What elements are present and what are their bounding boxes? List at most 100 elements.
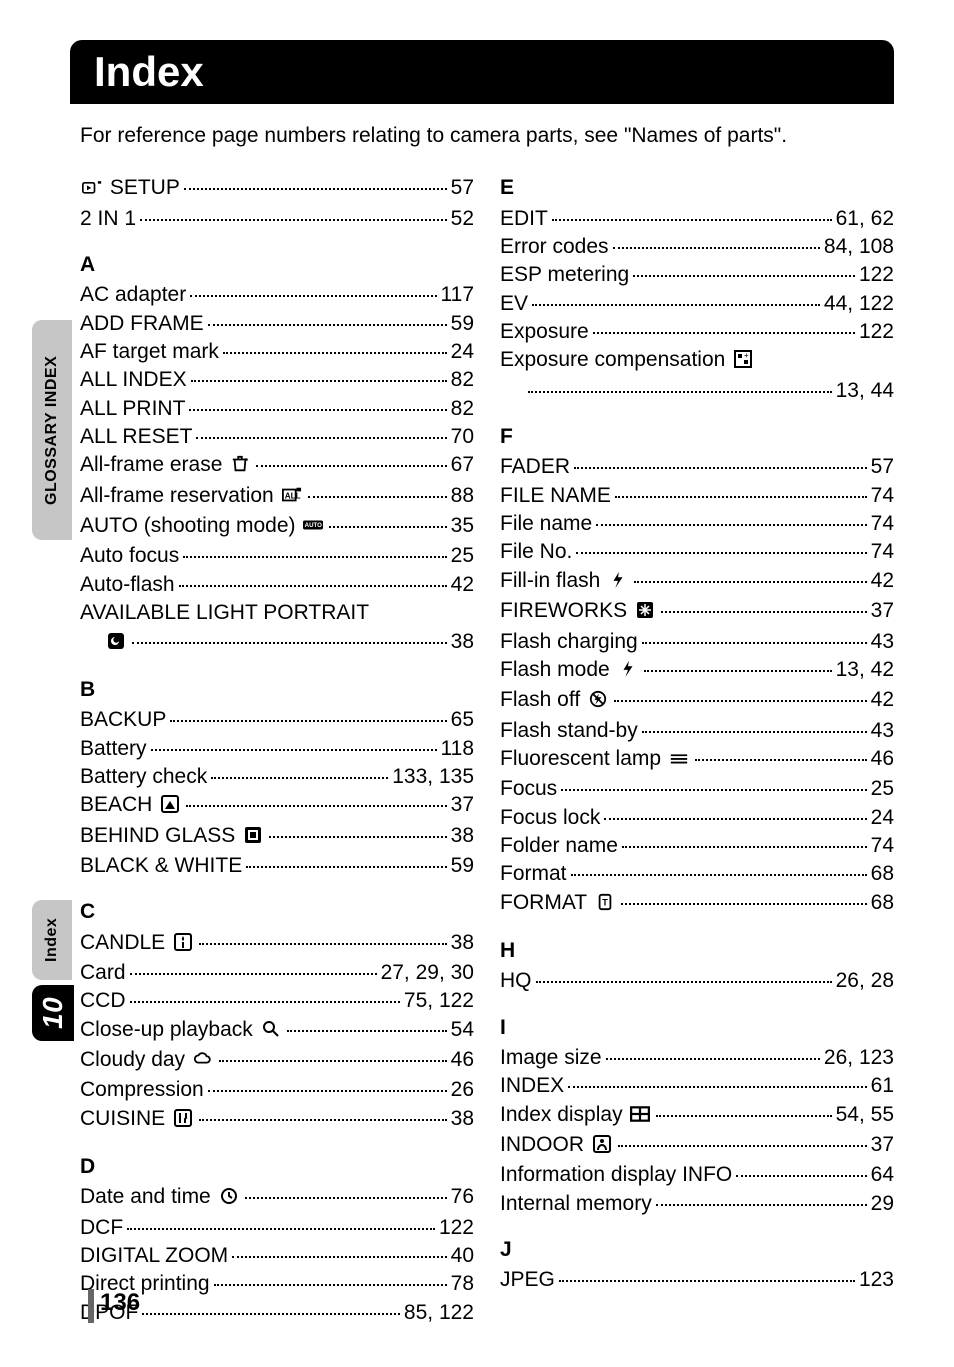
index-entry-continuation: 13, 44 <box>500 377 894 405</box>
index-entry-page: 84, 108 <box>824 233 894 261</box>
index-entry-page: 65 <box>451 706 474 734</box>
index-entry-label: BLACK & WHITE <box>80 852 242 880</box>
index-entry-page: 29 <box>871 1190 894 1218</box>
section-heading: J <box>500 1236 894 1264</box>
index-entry-label: AUTO (shooting mode) AUTO <box>80 512 325 542</box>
leader-dots <box>179 585 447 587</box>
index-entry: Close-up playback 54 <box>80 1016 474 1046</box>
index-entry-page: 54, 55 <box>836 1101 894 1129</box>
index-entry: INDEX61 <box>500 1072 894 1100</box>
leader-dots <box>184 188 447 190</box>
section-heading: E <box>500 174 894 202</box>
index-entry-label: Card <box>80 959 126 987</box>
index-entry-page: 42 <box>451 571 474 599</box>
index-entry: Compression26 <box>80 1076 474 1104</box>
index-entry: ALL RESET70 <box>80 423 474 451</box>
leader-dots <box>559 1280 855 1282</box>
magnify-icon <box>261 1018 281 1046</box>
candle-icon <box>173 931 193 959</box>
leader-dots <box>561 789 866 791</box>
flash-icon <box>608 569 628 597</box>
index-entry-label: Flash stand-by <box>500 717 638 745</box>
index-entry: Flash stand-by43 <box>500 717 894 745</box>
index-entry-page: 46 <box>871 745 894 773</box>
section-heading: B <box>80 676 474 704</box>
index-entry: EV44, 122 <box>500 290 894 318</box>
leader-dots <box>615 496 867 498</box>
index-entry: Information display INFO64 <box>500 1161 894 1189</box>
night-icon <box>106 630 126 658</box>
index-entry-page: 117 <box>441 281 474 309</box>
leader-dots <box>634 581 866 583</box>
svg-text:AUTO: AUTO <box>305 522 322 529</box>
index-entry-page: 13, 42 <box>836 656 894 684</box>
index-entry-page: 74 <box>871 538 894 566</box>
index-entry: BEACH 37 <box>80 791 474 821</box>
index-entry: All-frame erase »67 <box>80 451 474 481</box>
index-entry-label: Format <box>500 860 567 888</box>
index-entry-label: AF target mark <box>80 338 219 366</box>
leader-dots <box>574 467 867 469</box>
leader-dots <box>736 1175 866 1177</box>
leader-dots <box>642 642 867 644</box>
index-entry-page: 37 <box>451 791 474 819</box>
index-entry-label: Flash charging <box>500 628 638 656</box>
index-entry: BEHIND GLASS 38 <box>80 822 474 852</box>
index-entry-label: EV <box>500 290 528 318</box>
index-entry-page: 26, 123 <box>824 1044 894 1072</box>
index-entry-page: 25 <box>451 542 474 570</box>
index-entry: AVAILABLE LIGHT PORTRAIT <box>80 599 474 627</box>
index-entry-label: ALL PRINT <box>80 395 185 423</box>
leader-dots <box>132 642 447 644</box>
leader-dots <box>223 352 447 354</box>
leader-dots <box>219 1060 447 1062</box>
index-entry-continuation: 38 <box>80 628 474 658</box>
index-entry-page: 59 <box>451 852 474 880</box>
index-entry-page: 82 <box>451 395 474 423</box>
index-entry-label: CUISINE <box>80 1105 195 1135</box>
index-entry: Flash off 42 <box>500 686 894 716</box>
index-entry: Fluorescent lamp 46 <box>500 745 894 775</box>
index-entry: Auto-flash42 <box>80 571 474 599</box>
leader-dots <box>618 1145 867 1147</box>
leader-dots <box>191 380 447 382</box>
index-entry-page: 25 <box>871 775 894 803</box>
index-entry: BACKUP65 <box>80 706 474 734</box>
leader-dots <box>170 720 446 722</box>
leader-dots <box>695 759 867 761</box>
index-entry-label: BEACH <box>80 791 182 821</box>
fluorescent-icon <box>669 747 689 775</box>
index-entry-page: 67 <box>451 451 474 479</box>
index-entry-label: ALL RESET <box>80 423 192 451</box>
leader-dots <box>621 903 867 905</box>
index-entry-page: 74 <box>871 832 894 860</box>
index-entry: DCF122 <box>80 1214 474 1242</box>
index-entry: Folder name74 <box>500 832 894 860</box>
index-entry-label: Cloudy day <box>80 1046 215 1076</box>
index-entry-page: 13, 44 <box>836 377 894 405</box>
leader-dots <box>246 866 446 868</box>
index-entry-label: FADER <box>500 453 570 481</box>
index-entry-label: CANDLE <box>80 929 195 959</box>
leader-dots <box>576 552 866 554</box>
index-entry-page: 54 <box>451 1016 474 1044</box>
index-entry-page: 82 <box>451 366 474 394</box>
reserve-icon: ALL <box>282 484 302 512</box>
leader-dots <box>633 275 855 277</box>
index-entry-label: Image size <box>500 1044 602 1072</box>
index-entry-page: 68 <box>871 889 894 917</box>
leader-dots <box>130 973 377 975</box>
index-display-icon <box>630 1103 650 1131</box>
leader-dots <box>593 332 855 334</box>
index-entry-label: Focus lock <box>500 804 600 832</box>
leader-dots <box>199 1119 447 1121</box>
index-entry-label: Close-up playback <box>80 1016 283 1046</box>
leader-dots <box>528 391 832 393</box>
index-entry: 2 IN 152 <box>80 205 474 233</box>
leader-dots <box>656 1204 867 1206</box>
leader-dots <box>199 943 447 945</box>
index-entry-label: Date and time <box>80 1183 241 1213</box>
index-entry-page: 59 <box>451 310 474 338</box>
index-entry-label: All-frame reservation ALL <box>80 482 304 512</box>
index-entry: CCD75, 122 <box>80 987 474 1015</box>
